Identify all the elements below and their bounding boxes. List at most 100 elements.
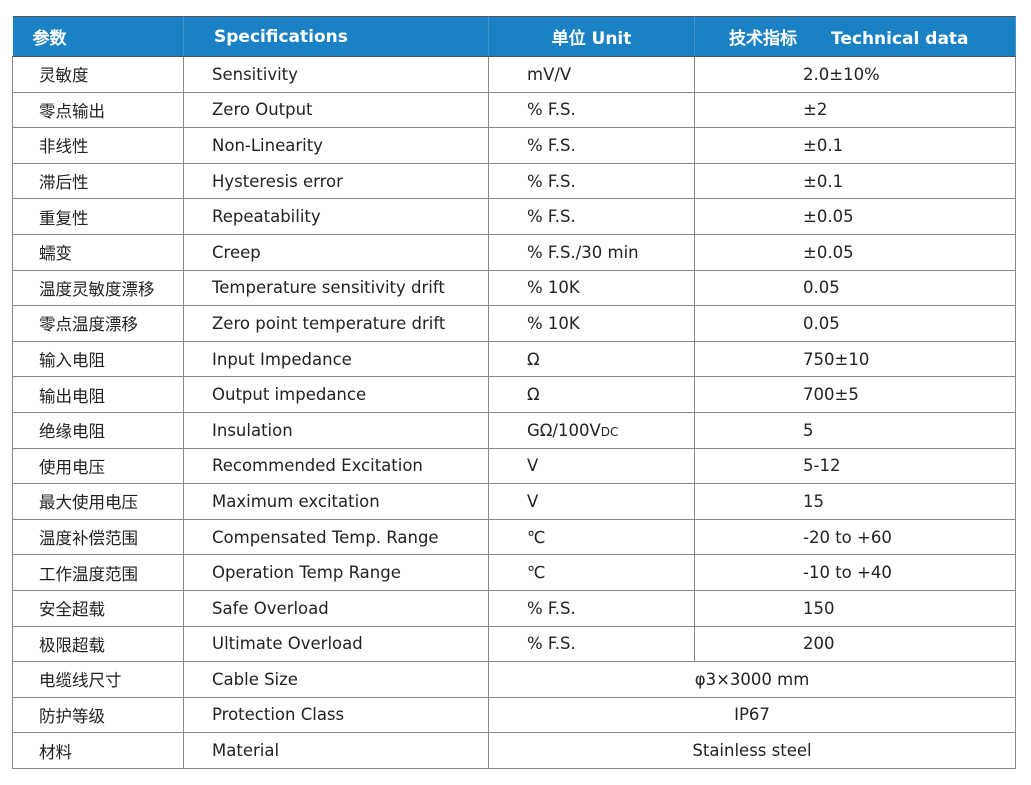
param-unit: mV/V [488, 56, 695, 93]
table-row: 最大使用电压 Maximum excitation V 15 [12, 483, 1016, 520]
header-tech: 技术指标 Technical data [694, 16, 1016, 57]
param-cn: 安全超载 [12, 589, 184, 627]
table-row: 电缆线尺寸 Cable Size φ3×3000 mm [12, 661, 1016, 698]
param-en: Recommended Excitation [183, 447, 489, 485]
param-unit: V [488, 483, 695, 520]
param-value: 0.05 [694, 269, 1016, 307]
param-value: ±0.1 [694, 127, 1016, 164]
param-cn: 电缆线尺寸 [12, 661, 184, 698]
param-en: Zero point temperature drift [183, 305, 489, 342]
param-unit: % F.S. [488, 625, 695, 663]
table-row: 滞后性 Hysteresis error % F.S. ±0.1 [12, 162, 1016, 200]
table-row: 输入电阻 Input Impedance Ω 750±10 [12, 340, 1016, 378]
param-en: Repeatability [183, 198, 489, 235]
param-value: φ3×3000 mm [488, 661, 1016, 698]
param-en: Protection Class [183, 696, 489, 734]
param-value: -10 to +40 [694, 554, 1016, 591]
unit-text: V [527, 456, 539, 476]
param-value: ±0.05 [694, 233, 1016, 271]
param-value: Stainless steel [488, 732, 1016, 769]
header-spec: Specifications [183, 16, 489, 57]
table-row: 非线性 Non-Linearity % F.S. ±0.1 [12, 127, 1016, 164]
param-cn: 使用电压 [12, 447, 184, 485]
param-cn: 蠕变 [12, 233, 184, 271]
param-unit: % F.S. [488, 127, 695, 164]
param-unit: Ω [488, 340, 695, 378]
param-unit: % F.S. [488, 91, 695, 129]
param-unit: % F.S. [488, 198, 695, 235]
param-cn: 输出电阻 [12, 376, 184, 413]
unit-text: mV/V [527, 64, 572, 84]
param-en: Operation Temp Range [183, 554, 489, 591]
param-value: 15 [694, 483, 1016, 520]
param-en: Compensated Temp. Range [183, 518, 489, 556]
unit-subscript: DC [600, 424, 619, 439]
param-cn: 滞后性 [12, 162, 184, 200]
unit-text: Ω [527, 385, 540, 405]
param-value: 5 [694, 411, 1016, 449]
param-en: Cable Size [183, 661, 489, 698]
unit-text: % F.S. [527, 100, 576, 120]
param-en: Input Impedance [183, 340, 489, 378]
param-cn: 非线性 [12, 127, 184, 164]
param-value: -20 to +60 [694, 518, 1016, 556]
param-cn: 材料 [12, 732, 184, 769]
param-cn: 极限超载 [12, 625, 184, 663]
unit-text: % F.S. [527, 171, 576, 191]
unit-text: % F.S. [527, 207, 576, 227]
unit-text: ℃ [527, 527, 546, 547]
table-row: 材料 Material Stainless steel [12, 732, 1016, 769]
table-row: 蠕变 Creep % F.S./30 min ±0.05 [12, 233, 1016, 271]
param-unit: Ω [488, 376, 695, 413]
param-cn: 零点温度漂移 [12, 305, 184, 342]
param-cn: 温度补偿范围 [12, 518, 184, 556]
table-row: 安全超载 Safe Overload % F.S. 150 [12, 589, 1016, 627]
table-row: 灵敏度 Sensitivity mV/V 2.0±10% [12, 56, 1016, 93]
param-unit: GΩ/100VDC [488, 411, 695, 449]
param-en: Insulation [183, 411, 489, 449]
unit-text: % F.S. [527, 135, 576, 155]
param-value: 750±10 [694, 340, 1016, 378]
unit-text: Ω [527, 349, 540, 369]
param-en: Temperature sensitivity drift [183, 269, 489, 307]
table-row: 温度灵敏度漂移 Temperature sensitivity drift % 10… [12, 269, 1016, 307]
unit-text: V [527, 491, 539, 511]
unit-text: % F.S. [527, 634, 576, 654]
table-header: 参数 Specifications 单位 Unit 技术指标 Technical… [12, 16, 1016, 57]
param-value: 150 [694, 589, 1016, 627]
param-en: Zero Output [183, 91, 489, 129]
param-en: Hysteresis error [183, 162, 489, 200]
param-cn: 零点输出 [12, 91, 184, 129]
param-value: ±0.05 [694, 198, 1016, 235]
param-en: Sensitivity [183, 56, 489, 93]
spec-table: 参数 Specifications 单位 Unit 技术指标 Technical… [12, 16, 1016, 769]
param-value: 200 [694, 625, 1016, 663]
param-unit: % F.S./30 min [488, 233, 695, 271]
table-row: 防护等级 Protection Class IP67 [12, 696, 1016, 734]
param-cn: 防护等级 [12, 696, 184, 734]
unit-text: % F.S. [527, 598, 576, 618]
table-row: 零点温度漂移 Zero point temperature drift % 10K 0… [12, 305, 1016, 342]
param-cn: 最大使用电压 [12, 483, 184, 520]
param-unit: ℃ [488, 518, 695, 556]
param-value: ±0.1 [694, 162, 1016, 200]
unit-text: GΩ/100V [527, 420, 601, 440]
table-row: 工作温度范围 Operation Temp Range ℃ -10 to +40 [12, 554, 1016, 591]
param-unit: % 10K [488, 305, 695, 342]
param-en: Ultimate Overload [183, 625, 489, 663]
param-unit: % F.S. [488, 589, 695, 627]
header-unit: 单位 Unit [488, 16, 695, 57]
param-cn: 温度灵敏度漂移 [12, 269, 184, 307]
param-unit: V [488, 447, 695, 485]
param-en: Maximum excitation [183, 483, 489, 520]
table-row: 重复性 Repeatability % F.S. ±0.05 [12, 198, 1016, 235]
table-row: 绝缘电阻 Insulation GΩ/100VDC 5 [12, 411, 1016, 449]
table-row: 输出电阻 Output impedance Ω 700±5 [12, 376, 1016, 413]
table-row: 零点输出 Zero Output % F.S. ±2 [12, 91, 1016, 129]
table-row: 极限超载 Ultimate Overload % F.S. 200 [12, 625, 1016, 663]
table-row: 温度补偿范围 Compensated Temp. Range ℃ -20 to +60 [12, 518, 1016, 556]
param-value: 0.05 [694, 305, 1016, 342]
header-param: 参数 [12, 16, 184, 57]
param-cn: 灵敏度 [12, 56, 184, 93]
param-unit: % F.S. [488, 162, 695, 200]
